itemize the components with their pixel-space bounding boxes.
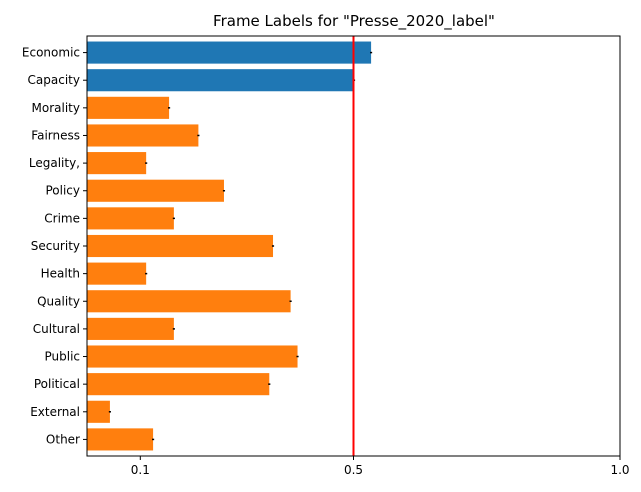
bar-public [87,345,298,368]
x-tick-label: 0.5 [344,463,363,477]
bars-group [87,41,373,451]
plot-frame [86,35,621,457]
y-tick-label-economic: Economic [22,46,80,60]
y-tick-label-cultural: Cultural [33,322,80,336]
y-tick-label-other: Other [46,432,80,446]
bar-other [87,428,154,451]
y-tick-label-policy: Policy [45,184,80,198]
bar-security [87,234,274,258]
bar-health [87,262,147,285]
bar-cultural [87,317,174,340]
y-tick-label-external: External [30,405,80,419]
y-tick-label-security: Security [31,239,80,253]
y-tick-label-legality: Legality, [29,156,80,170]
y-tick-labels: Economic Capacity Morality Fairness Legality… [22,46,87,446]
y-tick-label-fairness: Fairness [31,128,80,142]
chart-title: Frame Labels for "Presse_2020_label" [213,12,495,31]
bar-morality [87,96,170,119]
bar-fairness [87,124,199,147]
y-tick-label-crime: Crime [44,211,80,225]
y-tick-label-health: Health [41,267,80,281]
bar-quality [87,290,291,313]
x-tick-labels: 0.1 0.5 1.0 [131,456,630,477]
y-tick-label-political: Political [34,377,80,391]
bar-external [87,400,110,423]
bar-capacity [87,69,355,92]
bar-policy [87,179,224,202]
y-tick-label-capacity: Capacity [28,73,80,87]
x-tick-label: 1.0 [610,463,629,477]
x-tick-label: 0.1 [131,463,150,477]
y-tick-label-quality: Quality [37,294,80,308]
y-tick-label-morality: Morality [32,101,80,115]
y-tick-label-public: Public [44,350,80,364]
bar-legality [87,152,147,175]
bar-economic [87,41,372,64]
bar-political [87,373,270,396]
bar-crime [87,207,174,230]
